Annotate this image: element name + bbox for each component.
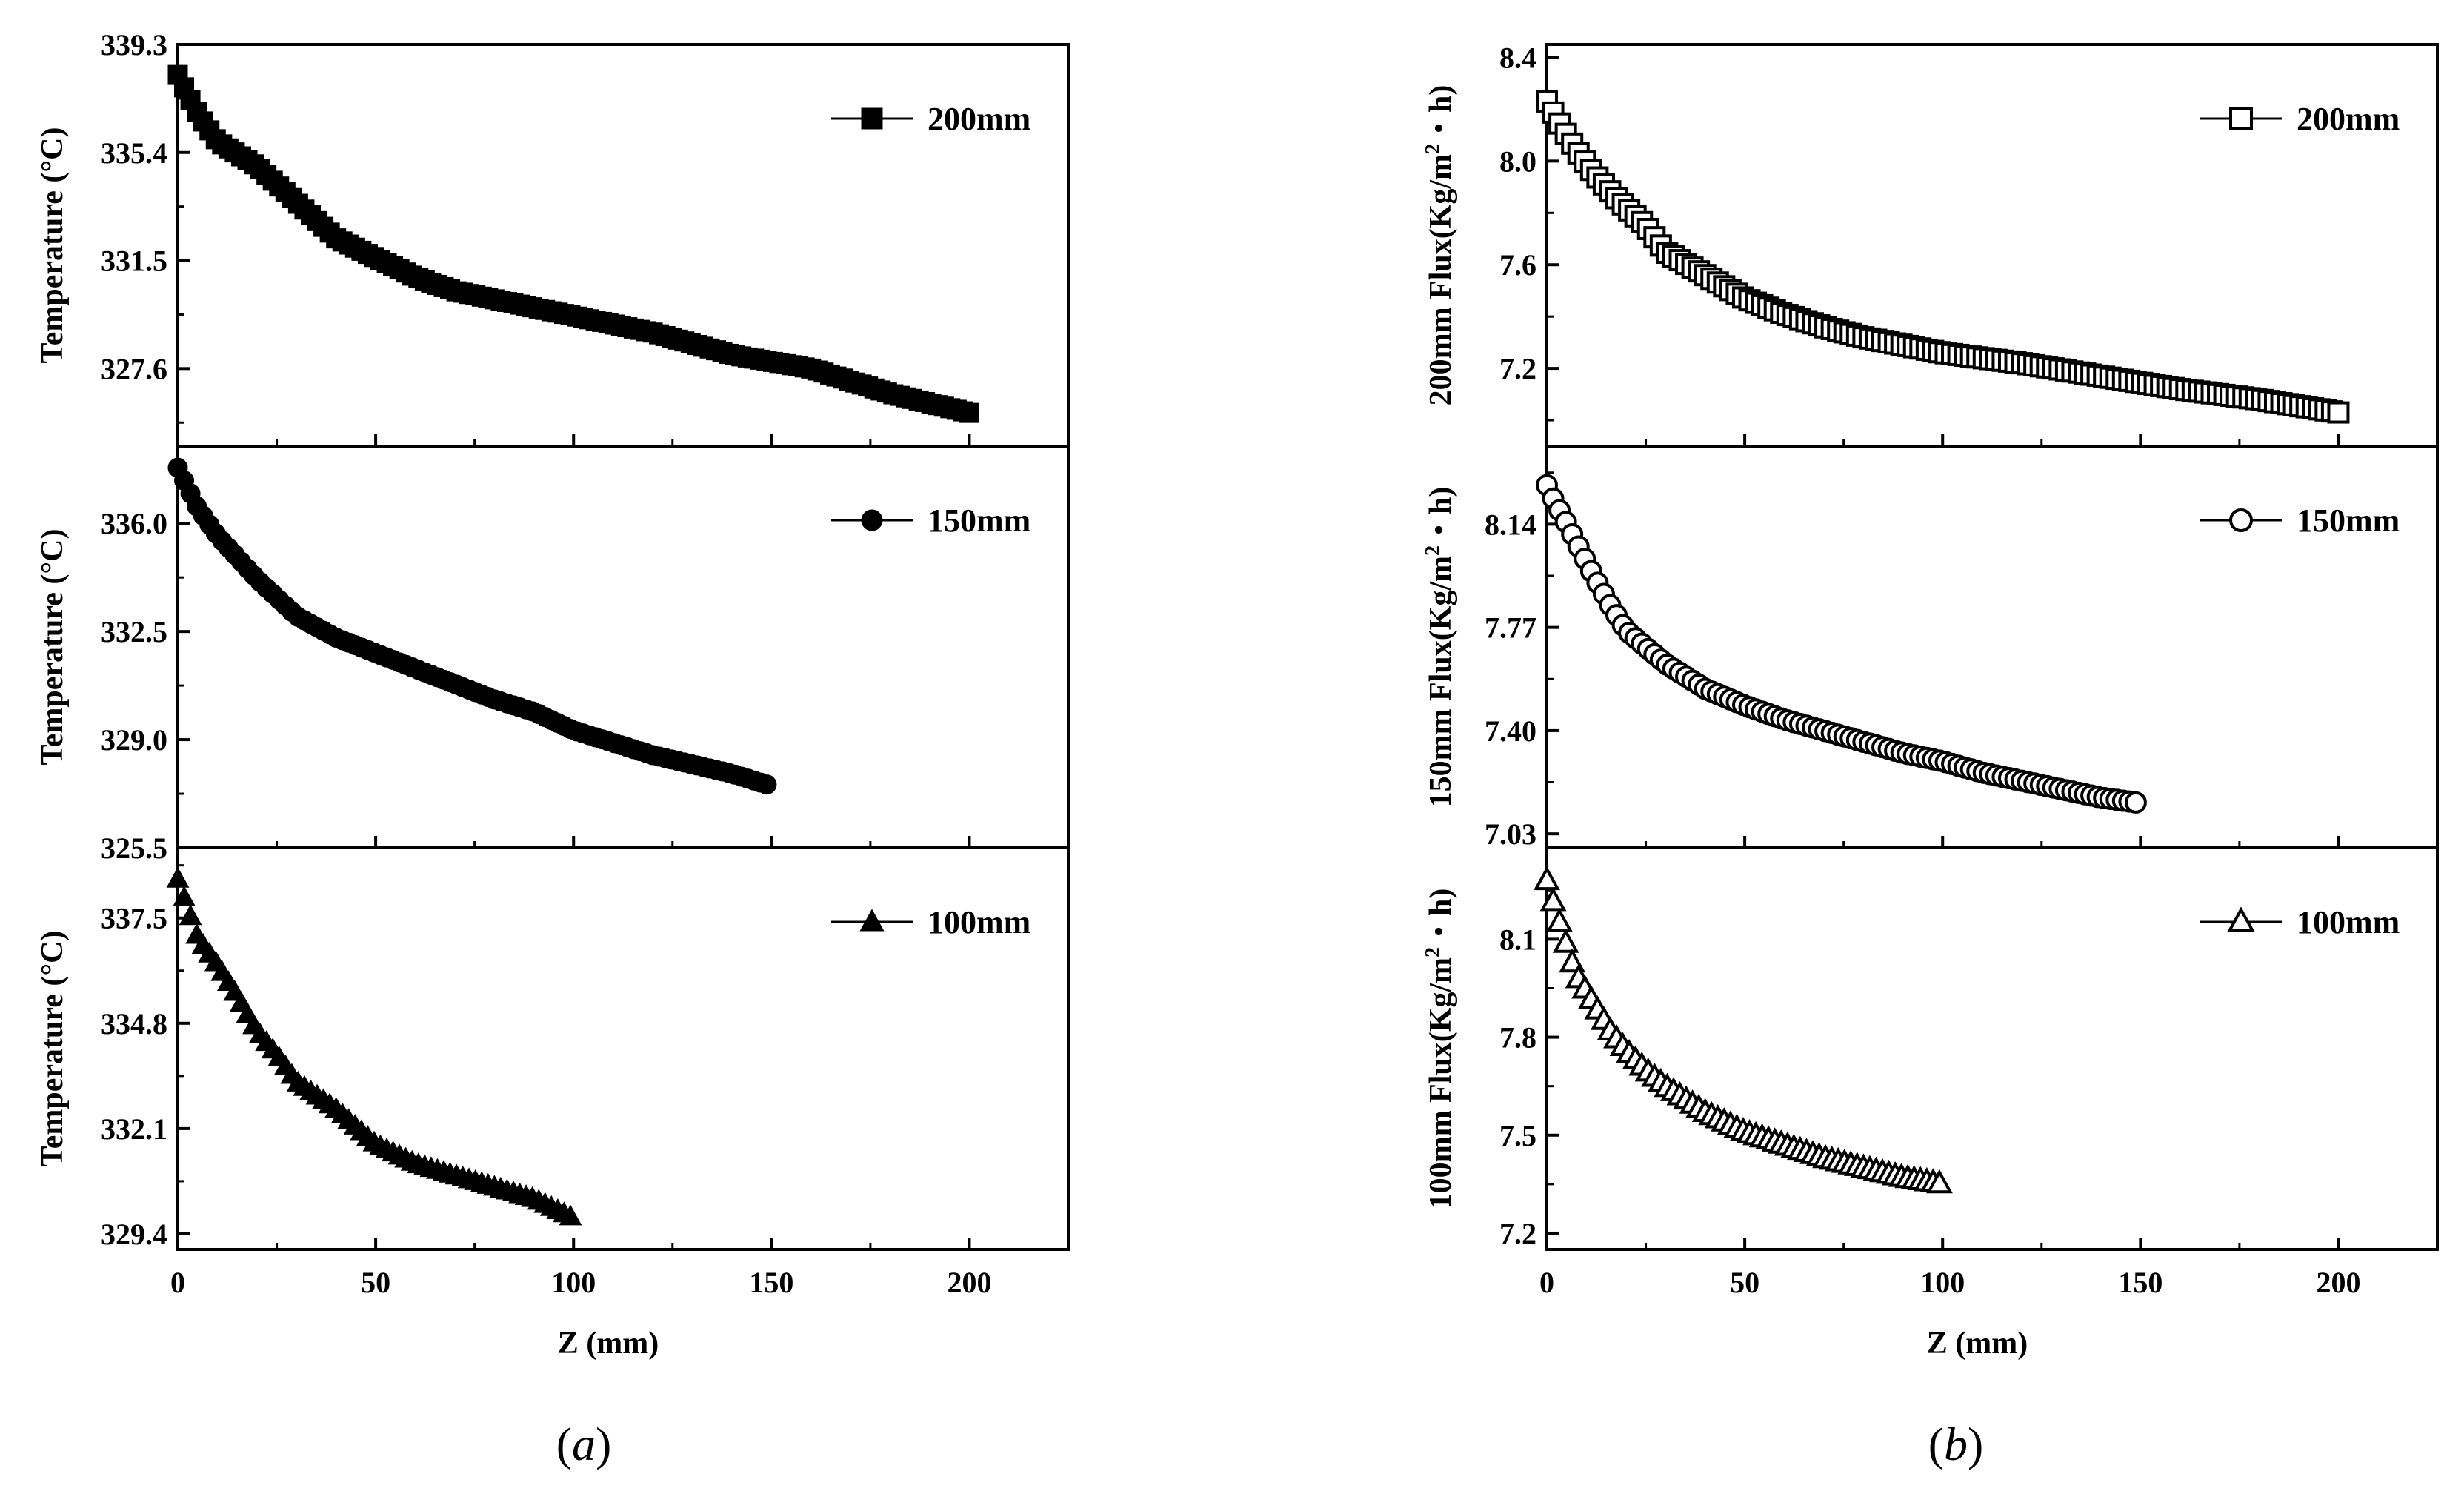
- x-tick-label: 50: [1730, 1266, 1759, 1299]
- data-point: [1552, 929, 1579, 953]
- data-point: [959, 402, 979, 423]
- y-tick-label: 331.5: [101, 245, 167, 278]
- y-tick-label: 325.5: [101, 831, 167, 865]
- data-point: [2327, 401, 2350, 424]
- data-point: [1539, 886, 1567, 912]
- y-tick-label: 7.2: [1499, 352, 1536, 385]
- subplot-200mm: 8.4 8.0 7.6 7.2 200mm Flux(Kg/m2・h) 200mm: [1422, 41, 2439, 448]
- y-tick-label: 8.1: [1499, 923, 1536, 956]
- y-tick-label: 7.03: [1485, 817, 1536, 851]
- legend-label: 200mm: [928, 101, 1030, 137]
- x-tick-label: 150: [2118, 1266, 2162, 1299]
- y-tick-label: 336.0: [101, 507, 167, 540]
- x-tick-label: 0: [170, 1266, 185, 1299]
- y-tick-label: 339.3: [101, 28, 167, 62]
- y-axis-label: Temperature (°C): [36, 529, 70, 766]
- y-tick-label: 327.6: [101, 352, 167, 385]
- y-tick-label: 332.1: [101, 1112, 167, 1146]
- y-tick-label: 329.4: [101, 1218, 167, 1251]
- panel-a-label: (a): [556, 1418, 612, 1470]
- legend-label: 150mm: [2297, 502, 2400, 539]
- y-tick-label: 7.5: [1499, 1119, 1536, 1152]
- y-axis-label: 200mm Flux(Kg/m2・h): [1422, 85, 1459, 406]
- subplot-100mm: 8.1 7.8 7.5 7.2 100mm Flux(Kg/m2・h) 100mm: [1422, 846, 2439, 1251]
- legend-label: 100mm: [928, 904, 1030, 940]
- panel-b-label: (b): [1928, 1418, 1984, 1470]
- x-tick-label: 0: [1539, 1266, 1554, 1299]
- y-axis-label: 150mm Flux(Kg/m2・h): [1422, 487, 1459, 808]
- subplot-150mm: 336.0 332.5 329.0 325.5 Temperature (°C) 150m…: [36, 445, 1070, 865]
- y-tick-label: 329.0: [101, 723, 167, 757]
- y-axis-label: Temperature (°C): [36, 931, 70, 1167]
- y-tick-label: 332.5: [101, 615, 167, 648]
- y-axis-label: 100mm Flux(Kg/m2・h): [1422, 889, 1459, 1209]
- legend-marker: [859, 909, 885, 932]
- legend-label: 150mm: [928, 502, 1030, 539]
- y-tick-label: 7.8: [1499, 1021, 1536, 1055]
- legend-marker: [2229, 107, 2253, 130]
- y-tick-label: 337.5: [101, 902, 167, 935]
- data-point: [1546, 908, 1574, 932]
- y-tick-label: 7.40: [1485, 714, 1536, 748]
- y-tick-label: 8.14: [1485, 508, 1536, 541]
- y-tick-label: 334.8: [101, 1007, 167, 1040]
- y-tick-label: 8.0: [1499, 145, 1536, 178]
- x-axis-label: Z (mm): [558, 1327, 659, 1361]
- y-axis-label: Temperature (°C): [36, 127, 70, 364]
- x-tick-label: 50: [361, 1266, 390, 1299]
- y-tick-label: 8.4: [1499, 41, 1536, 74]
- x-tick-label: 150: [749, 1266, 793, 1299]
- legend-label: 200mm: [2297, 101, 2400, 137]
- data-point: [173, 886, 196, 906]
- legend-marker: [2226, 906, 2256, 932]
- panel-b-chart: 8.4 8.0 7.6 7.2 200mm Flux(Kg/m2・h) 200mm 8.14…: [1422, 41, 2439, 1361]
- data-point: [2124, 791, 2147, 814]
- legend-label: 100mm: [2297, 904, 2400, 940]
- data-point: [1534, 866, 1560, 891]
- panel-a-chart: 339.3 335.4 331.5 327.6 Temperature (°C) 200m…: [36, 28, 1070, 1361]
- y-tick-label: 335.4: [101, 136, 167, 170]
- legend-marker: [861, 509, 883, 531]
- data-point: [1926, 1169, 1953, 1194]
- x-tick-label: 100: [1920, 1266, 1965, 1299]
- data-point: [179, 904, 202, 926]
- x-axis-label: Z (mm): [1927, 1327, 2028, 1361]
- x-tick-label: 200: [2316, 1266, 2360, 1299]
- data-point: [756, 774, 777, 795]
- legend-marker: [861, 107, 883, 130]
- y-tick-label: 7.2: [1499, 1217, 1536, 1250]
- data-point: [559, 1204, 582, 1226]
- plot-frame: [176, 846, 1070, 1251]
- x-tick-label: 100: [551, 1266, 596, 1299]
- legend-marker: [2229, 508, 2253, 532]
- subplot-100mm: 337.5 334.8 332.1 329.4 Temperature (°C) 100m…: [36, 846, 1070, 1251]
- data-point: [166, 866, 190, 888]
- y-tick-label: 7.77: [1485, 611, 1536, 645]
- y-tick-label: 7.6: [1499, 248, 1536, 282]
- subplot-150mm: 8.14 7.77 7.40 7.03 150mm Flux(Kg/m2・h) 150mm: [1422, 445, 2439, 851]
- subplot-200mm: 339.3 335.4 331.5 327.6 Temperature (°C) 200m…: [36, 28, 1070, 448]
- plot-frame: [1545, 846, 2439, 1251]
- x-tick-label: 200: [947, 1266, 991, 1299]
